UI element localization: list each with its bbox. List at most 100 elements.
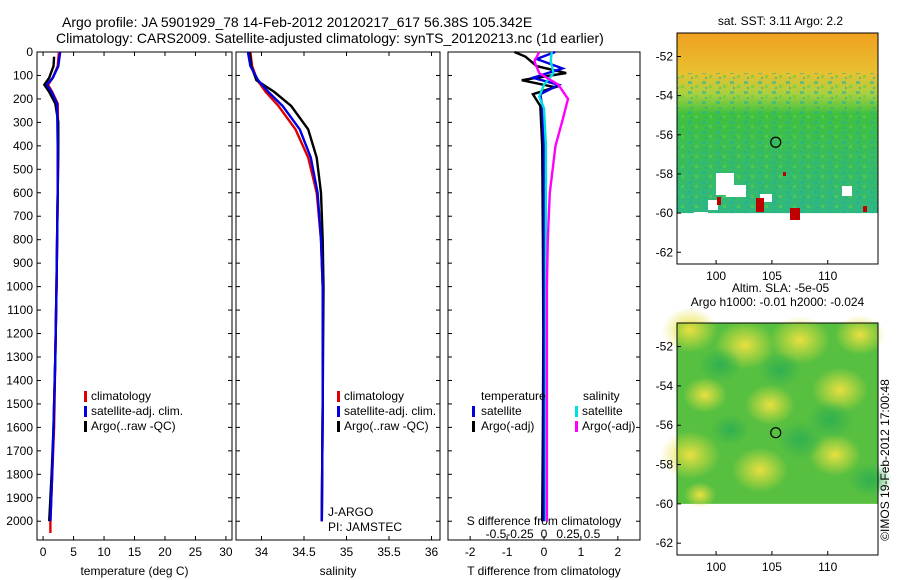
sst-missing-patch [760, 194, 772, 202]
difference-s-tick-label: 0.25 [556, 527, 580, 541]
sla_map-y-tick-label: -58 [656, 458, 674, 472]
salinity-x-axis-label: salinity [320, 564, 357, 578]
y-tick-label: 800 [13, 233, 33, 247]
y-tick-label: 1600 [6, 420, 33, 434]
temperature-legend-label: satellite-adj. clim. [91, 404, 183, 418]
y-tick-label: 1800 [6, 467, 33, 481]
sst_map-y-tick-label: -60 [656, 206, 674, 220]
difference-legend-title: temperature [481, 389, 546, 403]
sst_map-y-tick-label: -58 [656, 167, 674, 181]
difference-x-axis-label: T difference from climatology [467, 564, 621, 578]
sst_map-title: sat. SST: 3.11 Argo: 2.2 [718, 14, 844, 28]
y-tick-label: 0 [26, 45, 33, 59]
difference-legend-swatch-satellite [472, 406, 475, 417]
sla_map-subtitle: Argo h1000: -0.01 h2000: -0.024 [691, 295, 865, 309]
temperature-x-tick-label: 30 [219, 545, 233, 559]
sst_map-x-tick-label: 105 [762, 269, 782, 283]
salinity-legend-label: satellite-adj. clim. [344, 404, 436, 418]
temperature-legend-label: Argo(..raw -QC) [91, 419, 176, 433]
sst_map-y-tick-label: -56 [656, 128, 674, 142]
sla_map-y-tick-label: -54 [656, 379, 674, 393]
difference-s-tick-label: 0 [541, 527, 548, 541]
sla_map-argo-location-marker [770, 427, 782, 439]
sst-warm-patch [717, 197, 721, 205]
sla-anomaly-blob [776, 420, 824, 460]
temperature-legend-swatch-satellite [84, 406, 87, 417]
sla-anomaly-blob [835, 315, 885, 355]
y-tick-label: 300 [13, 115, 33, 129]
temperature-x-tick-label: 15 [128, 545, 142, 559]
salinity-x-tick-label: 34.5 [292, 545, 316, 559]
salinity-x-tick-label: 36 [425, 545, 439, 559]
sst-warm-patch [790, 208, 800, 220]
y-tick-label: 400 [13, 139, 33, 153]
sla_map-x-tick-label: 110 [818, 560, 837, 574]
sla-anomaly-blob [770, 316, 830, 364]
sst_map-y-tick-label: -52 [656, 49, 674, 63]
sla_map-title: Altim. SLA: -5e-05 [732, 281, 830, 295]
salinity-x-tick-label: 34 [255, 545, 269, 559]
sla_map-y-tick-label: -62 [656, 536, 674, 550]
y-tick-label: 1200 [6, 327, 33, 341]
sst_map-argo-location-marker [770, 136, 782, 148]
salinity-legend-label: Argo(..raw -QC) [344, 419, 429, 433]
salinity-axes-frame [235, 51, 441, 541]
sst-missing-patch [694, 212, 708, 220]
sst_map-x-tick-label: 110 [818, 269, 837, 283]
temperature-axes-frame [36, 51, 233, 541]
sla-anomaly-blob [848, 462, 892, 498]
difference-legend-label: satellite [481, 404, 522, 418]
y-tick-label: 600 [13, 186, 33, 200]
y-tick-label: 1400 [6, 373, 33, 387]
difference-s-tick-label: -0.25 [506, 527, 534, 541]
temperature-x-tick-label: 5 [70, 545, 77, 559]
salinity-legend-swatch-climatology [337, 391, 340, 402]
y-tick-label: 1500 [6, 397, 33, 411]
sla-anomaly-blob [745, 385, 795, 425]
sla_map-frame [676, 322, 879, 556]
y-tick-label: 700 [13, 209, 33, 223]
temperature-legend-swatch-climatology [84, 391, 87, 402]
salinity-legend-label: climatology [344, 389, 404, 403]
temperature-legend-swatch-argo [84, 421, 87, 432]
sst_map-frame [676, 32, 879, 265]
difference-s-tick-label: -0.5 [486, 527, 507, 541]
sst-warm-patch [783, 172, 786, 176]
y-tick-label: 1700 [6, 444, 33, 458]
sla-anomaly-blob [710, 414, 750, 446]
sla-anomaly-blob [660, 431, 720, 479]
salinity-x-tick-label: 35 [340, 545, 354, 559]
sst_map-y-tick-label: -54 [656, 89, 674, 103]
y-tick-label: 1300 [6, 350, 33, 364]
difference-x-tick-label: -2 [465, 545, 476, 559]
temperature-x-axis-label: temperature (deg C) [80, 564, 188, 578]
sla-anomaly-blob [732, 447, 788, 493]
difference-x-tick-label: 2 [615, 545, 622, 559]
difference-legend-title: salinity [583, 389, 620, 403]
temperature-series-satellite [45, 51, 62, 522]
sst-missing-patch [726, 185, 746, 197]
temperature-x-tick-label: 20 [158, 545, 172, 559]
sla-anomaly-blob [683, 377, 727, 413]
y-tick-label: 1000 [6, 280, 33, 294]
temperature-legend-label: climatology [91, 389, 151, 403]
difference-legend-swatch-sal_satellite [575, 406, 578, 417]
y-tick-label: 100 [13, 68, 33, 82]
difference-legend-swatch-argo [472, 421, 475, 432]
salinity-legend-swatch-argo [337, 421, 340, 432]
difference-x-tick-label: 1 [578, 545, 585, 559]
sst_map-x-tick-label: 100 [706, 269, 726, 283]
imos-timestamp-watermark: ©IMOS 19-Feb-2012 17:00:48 [878, 379, 892, 541]
temperature-x-tick-label: 0 [40, 545, 47, 559]
figure-title-line1: Argo profile: JA 5901929_78 14-Feb-2012 … [62, 14, 533, 30]
temperature-x-tick-label: 25 [189, 545, 203, 559]
sla_map-x-tick-label: 105 [762, 560, 782, 574]
difference-legend-label: Argo(-adj) [481, 419, 534, 433]
sla_map-y-tick-label: -60 [656, 497, 674, 511]
y-tick-label: 500 [13, 162, 33, 176]
y-tick-label: 900 [13, 256, 33, 270]
difference-x-tick-label: -1 [502, 545, 513, 559]
temperature-x-tick-label: 10 [97, 545, 111, 559]
sst-warm-patch [863, 206, 867, 212]
sla_map-y-tick-label: -52 [656, 340, 674, 354]
